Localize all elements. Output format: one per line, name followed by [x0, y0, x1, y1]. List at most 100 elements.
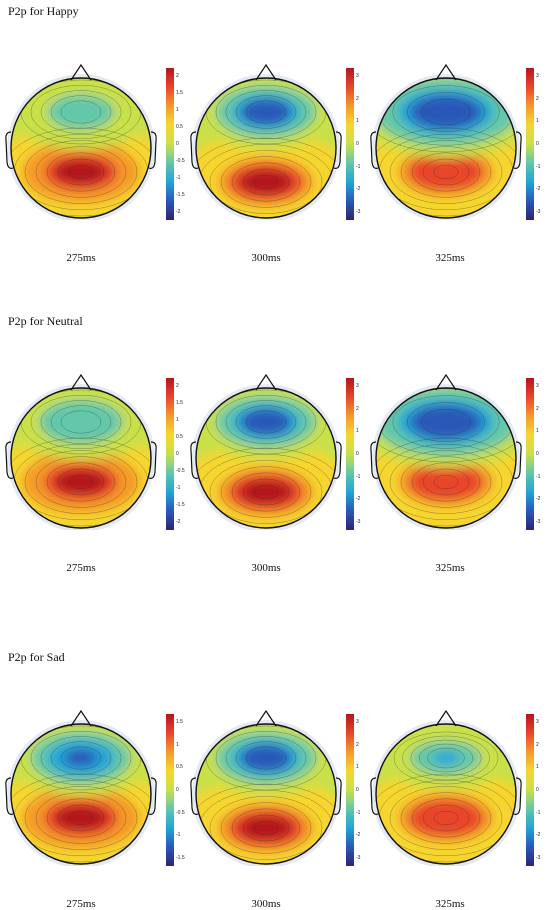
colorbar-tick-label: -0.5 — [176, 158, 185, 164]
contour-line — [209, 796, 323, 860]
colorbar-tick-label: 2 — [356, 741, 359, 748]
colorbar-tick-label: 1 — [176, 417, 179, 423]
left-ear-icon — [190, 131, 199, 169]
colorbar — [526, 378, 534, 530]
colorbar-tick-label: -1.5 — [176, 502, 185, 508]
colorbar-tick-label: -3 — [356, 209, 361, 215]
condition-title: P2p for Happy — [8, 4, 79, 18]
right-ear-icon — [148, 777, 157, 815]
contour-line — [196, 137, 336, 218]
contour-line — [389, 450, 503, 514]
colorbar-tick-label: 2 — [176, 383, 179, 389]
contour-line — [220, 802, 312, 854]
contour-line — [68, 165, 94, 179]
field-ring — [422, 410, 470, 434]
contour-line — [209, 460, 323, 524]
field-ring — [55, 160, 107, 184]
colorbar-tick-label: -1 — [176, 175, 181, 181]
colorbar — [166, 68, 174, 220]
contour-line — [68, 475, 94, 489]
colorbar — [346, 378, 354, 530]
contour-line — [402, 735, 490, 781]
time-label: 325ms — [435, 252, 465, 264]
topomap-head — [5, 709, 157, 866]
contour-line — [215, 85, 317, 139]
contour-line — [57, 468, 105, 496]
nose-icon — [70, 709, 92, 727]
colorbar-tick-label: -1 — [356, 809, 361, 816]
contour-line — [50, 405, 112, 439]
contour-line — [422, 804, 470, 832]
contour-line — [433, 165, 459, 179]
contour-line — [376, 127, 516, 217]
colorbar-tick-label: -1 — [536, 809, 541, 816]
right-ear-icon — [333, 131, 342, 169]
contour-line — [196, 447, 336, 528]
contour-line — [422, 468, 470, 496]
field-ring — [420, 806, 472, 830]
contour-line — [427, 747, 465, 769]
head-outline — [10, 77, 152, 219]
left-ear-icon — [370, 441, 379, 479]
colorbar-tick-label: 1 — [536, 118, 539, 125]
condition-title: P2p for Sad — [8, 650, 65, 664]
contour-line — [231, 808, 301, 848]
contour-line — [35, 146, 127, 198]
contour-line — [220, 466, 312, 518]
time-label: 300ms — [251, 898, 281, 910]
contour-line — [225, 400, 307, 444]
contour-line — [46, 462, 116, 502]
topomap-head — [190, 709, 342, 866]
contour-line — [11, 437, 151, 527]
colorbar-tick-label: 0 — [356, 451, 359, 457]
contour-line — [421, 409, 471, 435]
colorbar-tick-label: 3 — [536, 73, 539, 79]
time-label: 275ms — [66, 562, 96, 574]
colorbar-tick-label: 3 — [356, 73, 359, 79]
colorbar-tick-label: -2 — [356, 186, 361, 193]
colorbar-tick-label: -3 — [536, 855, 541, 861]
contour-line — [35, 456, 127, 508]
head-outline — [195, 387, 337, 529]
contour-line — [57, 158, 105, 186]
head-outline — [195, 723, 337, 865]
colorbar-tick-label: 1 — [176, 741, 179, 748]
contour-line — [209, 150, 323, 214]
nose-icon — [255, 373, 277, 391]
contour-line — [242, 478, 290, 506]
colorbar-tick-label: -3 — [356, 855, 361, 861]
right-ear-icon — [148, 131, 157, 169]
colorbar — [346, 68, 354, 220]
contour-line — [231, 472, 301, 512]
contour-line — [235, 95, 297, 129]
contour-line — [422, 158, 470, 186]
colorbar-tick-label: -1 — [176, 832, 181, 839]
contour-line — [253, 175, 279, 189]
contour-line — [407, 402, 485, 442]
colorbar-tick-label: -2 — [356, 496, 361, 503]
contour-line — [376, 388, 516, 463]
colorbar-tick-label: -2 — [356, 832, 361, 839]
contour-line — [245, 100, 287, 124]
contour-line — [389, 786, 503, 850]
contour-line — [235, 405, 297, 439]
left-ear-icon — [5, 441, 14, 479]
colorbar — [166, 714, 174, 866]
colorbar-tick-label: -1 — [356, 473, 361, 480]
nose-icon — [435, 709, 457, 727]
field-ring — [64, 749, 98, 767]
time-label: 300ms — [251, 252, 281, 264]
contour-line — [411, 798, 481, 838]
contour-line — [411, 462, 481, 502]
nose-icon — [435, 373, 457, 391]
colorbar-tick-label: 1.5 — [176, 400, 183, 406]
contour-line — [389, 140, 503, 204]
colorbar-tick-label: 1.5 — [176, 719, 183, 725]
colorbar-tick-label: 3 — [536, 383, 539, 389]
time-label: 275ms — [66, 252, 96, 264]
colorbar-tick-label: -2 — [536, 832, 541, 839]
contour-line — [253, 485, 279, 499]
time-label: 275ms — [66, 898, 96, 910]
contour-line — [60, 746, 102, 770]
contour-line — [60, 410, 102, 434]
